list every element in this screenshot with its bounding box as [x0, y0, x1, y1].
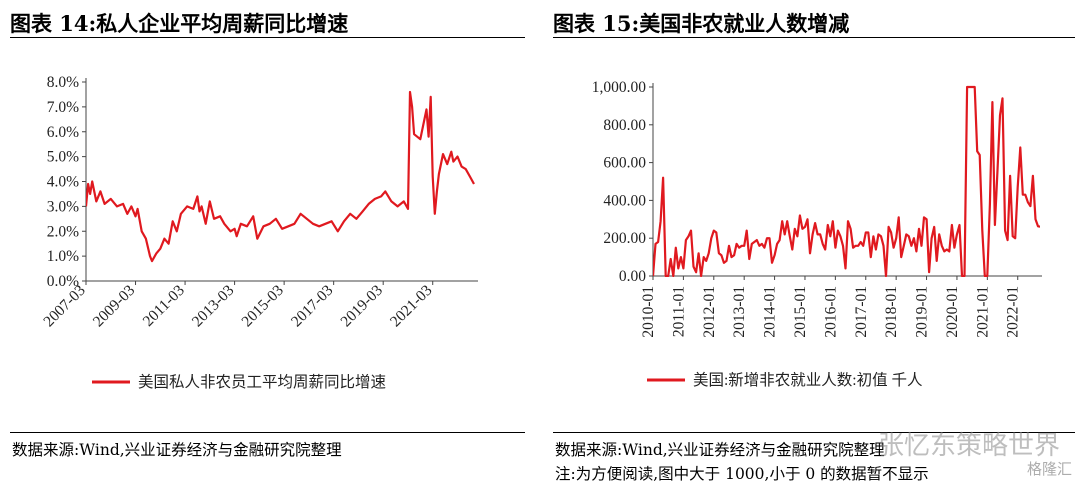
- y-tick-label: 2.0%: [47, 223, 79, 240]
- watermark-text: 张忆东策略世界: [877, 431, 1060, 461]
- y-tick-label: 5.0%: [47, 149, 79, 166]
- x-tick-label: 2017-01: [853, 286, 870, 338]
- x-tick-label: 2019-03: [337, 282, 386, 331]
- chart-title: 图表 15:美国非农就业人数增减: [553, 11, 850, 36]
- x-tick-label: 2011-03: [140, 282, 188, 330]
- y-tick-label: 200.00: [603, 230, 646, 247]
- y-tick-label: 1,000.00: [592, 79, 647, 96]
- y-tick-label: 600.00: [603, 155, 646, 172]
- x-tick-label: 2009-03: [90, 282, 139, 331]
- x-tick-label: 2021-01: [974, 286, 991, 338]
- source-rule: [10, 432, 525, 433]
- y-tick-label: 7.0%: [47, 99, 79, 116]
- x-tick-label: 2010-01: [640, 286, 657, 338]
- y-tick-label: 1.0%: [47, 248, 79, 265]
- legend-label: 美国私人非农员工平均周薪同比增速: [138, 373, 386, 391]
- chart-14-svg: 8.0%7.0%6.0%5.0%4.0%3.0%2.0%1.0%0.0%2007…: [40, 74, 478, 391]
- chart-15-svg: 1,000.00 800.00 600.00 400.00 200.00 0.002010…: [592, 79, 1042, 389]
- y-tick-label: 8.0%: [47, 74, 79, 91]
- title-rule: [553, 37, 1075, 38]
- y-tick-label: 800.00: [603, 117, 646, 134]
- source-text: 数据来源:Wind,兴业证券经济与金融研究院整理: [12, 441, 342, 459]
- y-tick-label: 4.0%: [47, 174, 79, 191]
- figure-14: 图表 14:私人企业平均周薪同比增速 8.0% 7.0% 6.0% 5.0% 4.0% 3…: [0, 0, 530, 487]
- x-tick-label: 2017-03: [288, 282, 337, 331]
- figure-15: 图表 15:美国非农就业人数增减 1,000.00 800.00 600.00 400…: [543, 0, 1080, 487]
- y-tick-label: 0.00: [619, 268, 646, 285]
- series-line: [86, 90, 475, 263]
- x-tick-label: 2020-01: [944, 286, 961, 338]
- chart-title: 图表 14:私人企业平均周薪同比增速: [10, 11, 349, 36]
- x-tick-label: 2016-01: [822, 286, 839, 338]
- x-tick-label: 2015-03: [238, 282, 287, 331]
- x-tick-label: 2011-01: [670, 286, 687, 337]
- y-tick-label: 0.0%: [47, 273, 79, 290]
- source-rule: [553, 432, 1075, 433]
- series-line: [653, 85, 1040, 277]
- x-tick-label: 2014-01: [762, 286, 779, 338]
- x-tick-label: 2013-01: [731, 286, 748, 338]
- title-rule: [10, 37, 525, 38]
- x-tick-label: 2021-03: [387, 282, 436, 331]
- x-tick-label: 2012-01: [701, 286, 718, 338]
- x-tick-label: 2013-03: [189, 282, 238, 331]
- x-tick-label: 2019-01: [914, 286, 931, 338]
- x-tick-label: 2022-01: [1005, 286, 1022, 338]
- x-tick-label: 2018-01: [883, 286, 900, 338]
- y-tick-label: 6.0%: [47, 124, 79, 141]
- x-tick-label: 2015-01: [792, 286, 809, 338]
- legend-label: 美国:新增非农就业人数:初值 千人: [693, 371, 923, 389]
- y-tick-label: 3.0%: [47, 198, 79, 215]
- watermark-sub: 格隆汇: [1026, 460, 1072, 478]
- source-text: 数据来源:Wind,兴业证券经济与金融研究院整理: [555, 441, 885, 459]
- y-tick-label: 400.00: [603, 192, 646, 209]
- note-text: 注:为方便阅读,图中大于 1000,小于 0 的数据暂不显示: [555, 465, 929, 483]
